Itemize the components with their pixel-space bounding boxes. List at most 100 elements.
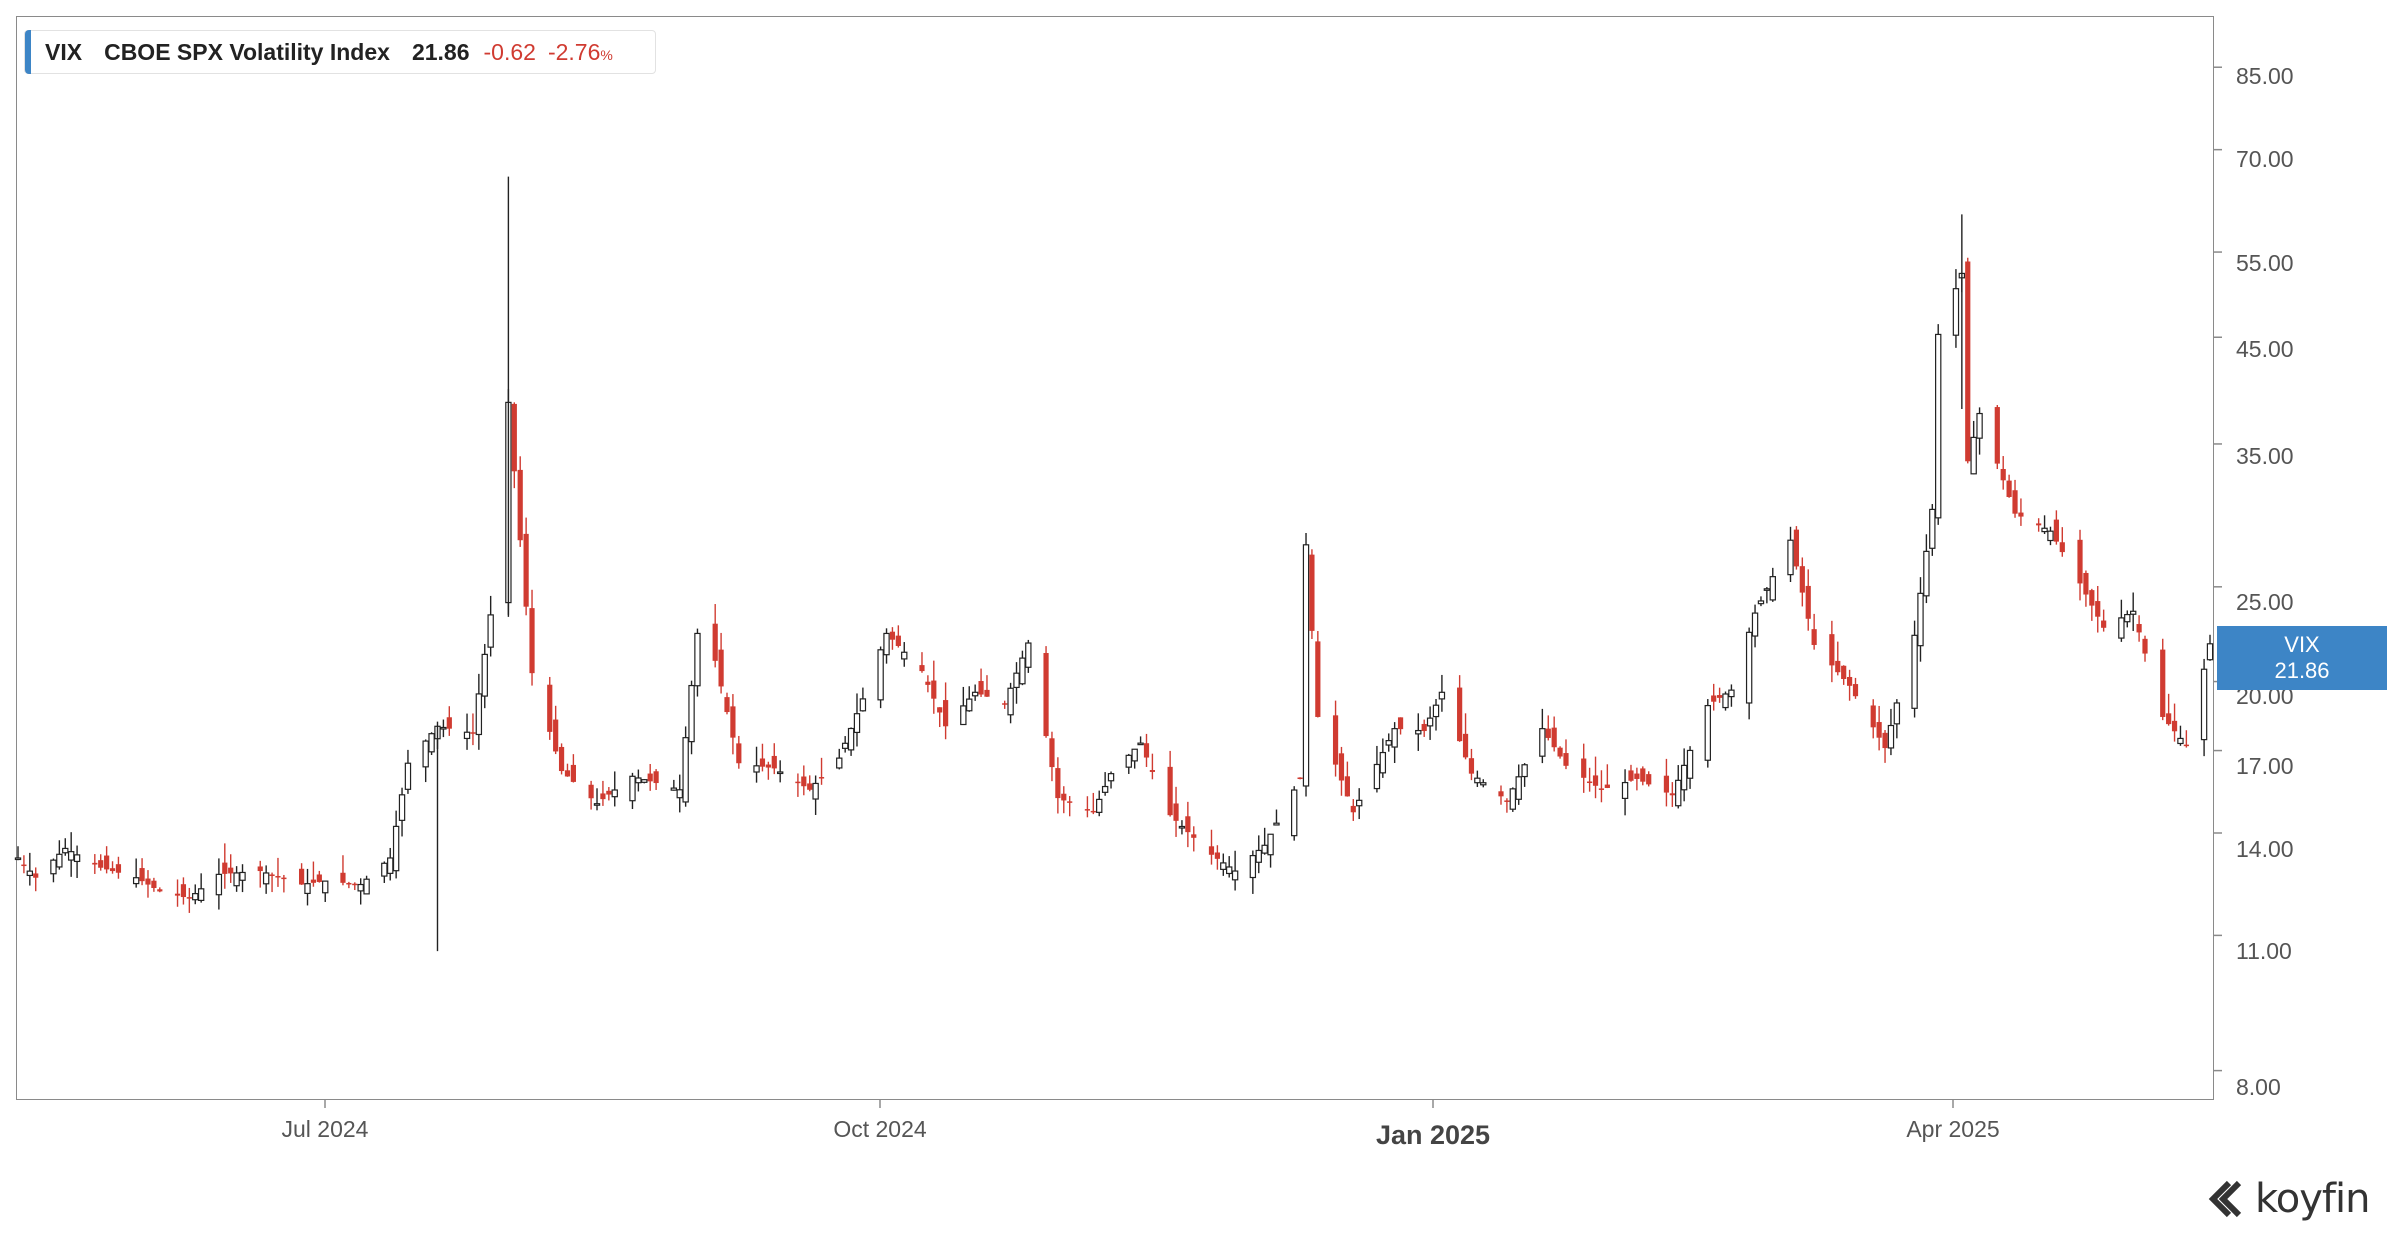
candle (1882, 730, 1888, 763)
candle-body (470, 732, 476, 734)
candle (192, 884, 199, 905)
candle-body (98, 860, 104, 868)
candle (676, 774, 683, 813)
candle (2089, 588, 2095, 621)
candle (801, 765, 807, 796)
candle-body (1415, 729, 1422, 735)
candle (1587, 767, 1593, 792)
candle-body (712, 623, 718, 661)
candle (1273, 809, 1280, 826)
candle (2095, 585, 2101, 633)
candle-body (2089, 590, 2095, 606)
candle-body (299, 868, 305, 885)
y-tick-label: 45.00 (2236, 336, 2294, 362)
legend-last-value: 21.86 (411, 38, 470, 65)
candle-body (736, 743, 742, 764)
candle (570, 754, 576, 783)
candle-body (1055, 768, 1061, 799)
candle (392, 810, 400, 879)
candle-body (2083, 572, 2089, 595)
candle (1551, 716, 1557, 752)
candle-body (718, 649, 724, 687)
candle-body (1728, 689, 1735, 698)
candle (1876, 705, 1882, 751)
candle-body (971, 691, 979, 697)
candle-body (2000, 468, 2006, 481)
candle-body (2095, 601, 2101, 617)
candle-body (1061, 793, 1067, 801)
candle-body (56, 853, 63, 868)
candle (1893, 699, 1901, 739)
candle-body (1344, 776, 1350, 797)
candle (1621, 769, 1629, 816)
candle-body (1640, 768, 1646, 782)
candle-body (1457, 687, 1463, 742)
candle (1604, 764, 1610, 789)
candle-body (1646, 774, 1652, 785)
candle (228, 854, 234, 883)
candle-body (1007, 687, 1014, 716)
candle-body (322, 880, 329, 894)
candle (1432, 698, 1440, 731)
candle-body (694, 632, 701, 687)
candle-body (859, 698, 867, 712)
candle (611, 771, 618, 807)
candle-body (1994, 407, 2000, 464)
candle-body (1131, 748, 1138, 762)
candle-body (1191, 834, 1197, 838)
y-tick-label: 70.00 (2236, 146, 2294, 172)
candle (966, 686, 973, 712)
candle (937, 707, 943, 728)
candle (1581, 743, 1587, 793)
candle-body (1711, 695, 1717, 702)
candle-body (943, 700, 949, 727)
candle (1846, 669, 1853, 701)
candle (1976, 407, 1983, 455)
candle (157, 887, 163, 893)
candle (387, 847, 394, 881)
candle-body (688, 684, 695, 743)
candle-body (1846, 676, 1853, 686)
candle (1019, 650, 1026, 686)
candle (1291, 786, 1298, 841)
candle-body (1545, 728, 1551, 738)
candle (1634, 767, 1640, 791)
candle (487, 595, 494, 657)
candle (1220, 853, 1227, 876)
candle (1391, 722, 1398, 763)
candle (1923, 534, 1930, 604)
y-tick-label: 35.00 (2236, 443, 2294, 469)
candle-body (801, 776, 807, 787)
candle (1970, 420, 1977, 475)
candle-body (676, 789, 683, 799)
candle-body (1167, 766, 1173, 816)
candle-body (1669, 793, 1675, 796)
candle (523, 517, 529, 616)
candle-body (1137, 742, 1144, 746)
candle-body (1751, 612, 1759, 637)
brand-logo[interactable]: koyfin (2205, 1176, 2370, 1222)
candle-body (381, 862, 388, 877)
candle-body (233, 872, 240, 887)
candle (428, 732, 435, 756)
candle (694, 628, 701, 697)
candle (925, 675, 931, 693)
candle (1509, 787, 1517, 812)
candle (895, 625, 901, 648)
candle (889, 627, 896, 650)
candle-body (346, 882, 352, 885)
candle-body (1426, 717, 1434, 727)
candle (1646, 771, 1652, 787)
candle (1131, 748, 1138, 769)
candle-body (1391, 728, 1398, 748)
candle (1474, 770, 1481, 787)
candle (281, 874, 287, 893)
candle (2200, 658, 2208, 757)
candle (2118, 599, 2125, 642)
candle-body (2118, 617, 2125, 639)
candle-body (653, 771, 659, 784)
candle-body (1628, 770, 1634, 781)
candle-body (795, 781, 801, 784)
candle-body (1173, 803, 1179, 821)
